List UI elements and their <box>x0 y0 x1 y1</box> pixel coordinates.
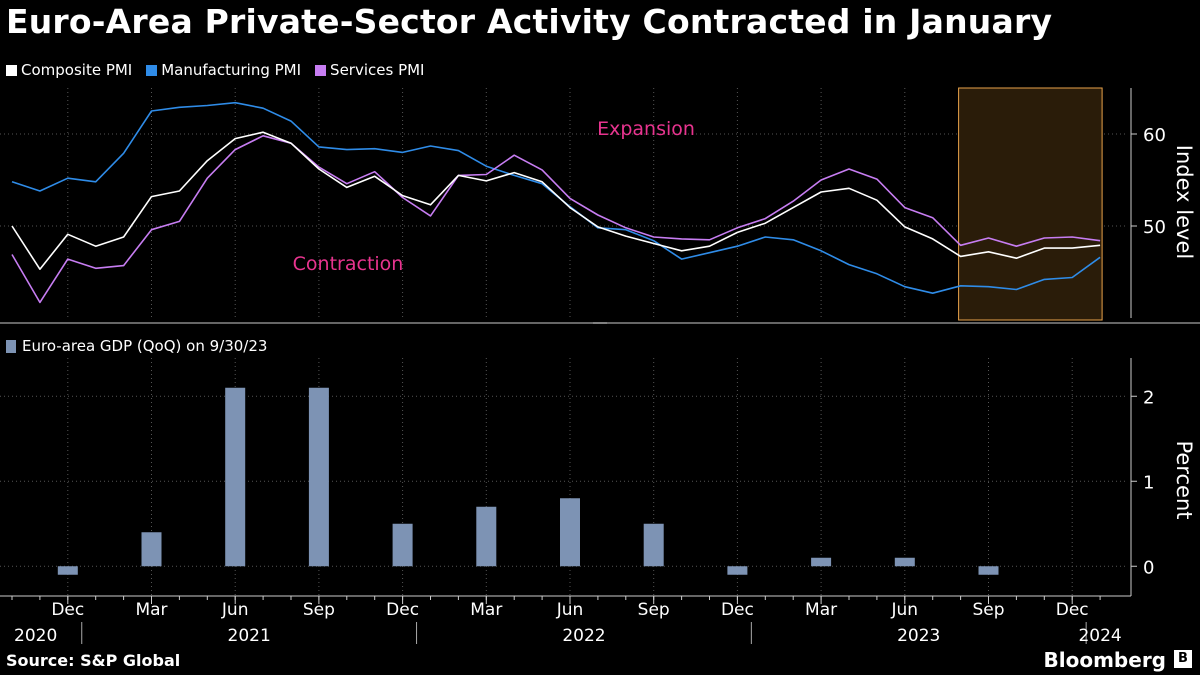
gdp-bar <box>225 387 246 567</box>
x-month-label: Sep <box>638 600 670 620</box>
legend-swatch-gdp <box>6 339 16 353</box>
highlight-region <box>958 87 1103 321</box>
gdp-bar <box>811 557 832 567</box>
bloomberg-terminal-icon: B <box>1174 650 1192 668</box>
annotation-expansion: Expansion <box>597 118 695 140</box>
x-year-label: 2024 <box>1078 626 1121 646</box>
gdp-bar <box>978 566 999 575</box>
x-month-label: Mar <box>805 600 837 620</box>
gdp-y-axis-title: Percent <box>1172 440 1196 519</box>
series-line-services <box>11 135 1101 304</box>
legend-label-services: Services PMI <box>330 61 425 79</box>
gdp-y-tick-label: 1 <box>1143 472 1154 493</box>
chart-title: Euro-Area Private-Sector Activity Contra… <box>6 2 1053 41</box>
legend-composite: Composite PMI <box>6 61 132 79</box>
legend-label-manufacturing: Manufacturing PMI <box>161 61 302 79</box>
gdp-bar <box>308 387 329 567</box>
legend-label-composite: Composite PMI <box>21 61 133 79</box>
pmi-legend: Composite PMI Manufacturing PMI Services… <box>6 61 424 79</box>
legend-services: Services PMI <box>315 61 424 79</box>
gdp-bar <box>392 523 413 567</box>
x-year-label: 2021 <box>228 626 271 646</box>
source-note: Source: S&P Global <box>6 651 181 670</box>
gdp-legend: Euro-area GDP (QoQ) on 9/30/23 <box>6 337 267 355</box>
gdp-y-tick-label: 2 <box>1143 387 1154 408</box>
x-month-label: Mar <box>135 600 167 620</box>
legend-manufacturing: Manufacturing PMI <box>146 61 301 79</box>
gdp-bar <box>727 566 748 575</box>
x-month-label: Dec <box>51 600 84 620</box>
x-year-label: 2022 <box>562 626 605 646</box>
legend-label-gdp: Euro-area GDP (QoQ) on 9/30/23 <box>22 337 268 355</box>
gdp-bar <box>560 498 580 567</box>
x-month-label: Jun <box>556 600 584 620</box>
gdp-bar <box>141 532 162 567</box>
bloomberg-logo: Bloomberg <box>1043 648 1166 672</box>
x-month-label: Dec <box>1056 600 1089 620</box>
pmi-y-tick-label: 50 <box>1143 217 1166 238</box>
x-month-label: Mar <box>470 600 502 620</box>
x-month-label: Dec <box>386 600 419 620</box>
x-year-label: 2023 <box>897 626 940 646</box>
x-month-label: Sep <box>303 600 335 620</box>
gdp-bar <box>643 523 664 567</box>
gdp-bar <box>476 506 497 567</box>
series-line-composite <box>11 131 1101 271</box>
pmi-y-tick-label: 60 <box>1143 125 1166 146</box>
pmi-y-axis-title: Index level <box>1172 145 1196 259</box>
x-year-label: 2020 <box>14 626 57 646</box>
gdp-bar <box>57 566 78 575</box>
x-month-label: Jun <box>891 600 919 620</box>
legend-swatch-services <box>315 64 327 76</box>
legend-swatch-composite <box>6 64 17 76</box>
series-line-manufacturing <box>11 101 1101 295</box>
x-month-label: Sep <box>972 600 1004 620</box>
legend-swatch-manufacturing <box>146 64 158 76</box>
x-month-label: Jun <box>221 600 249 620</box>
annotation-contraction: Contraction <box>293 253 404 275</box>
gdp-y-tick-label: 0 <box>1143 557 1154 578</box>
gdp-bar <box>894 557 915 567</box>
x-month-label: Dec <box>721 600 754 620</box>
